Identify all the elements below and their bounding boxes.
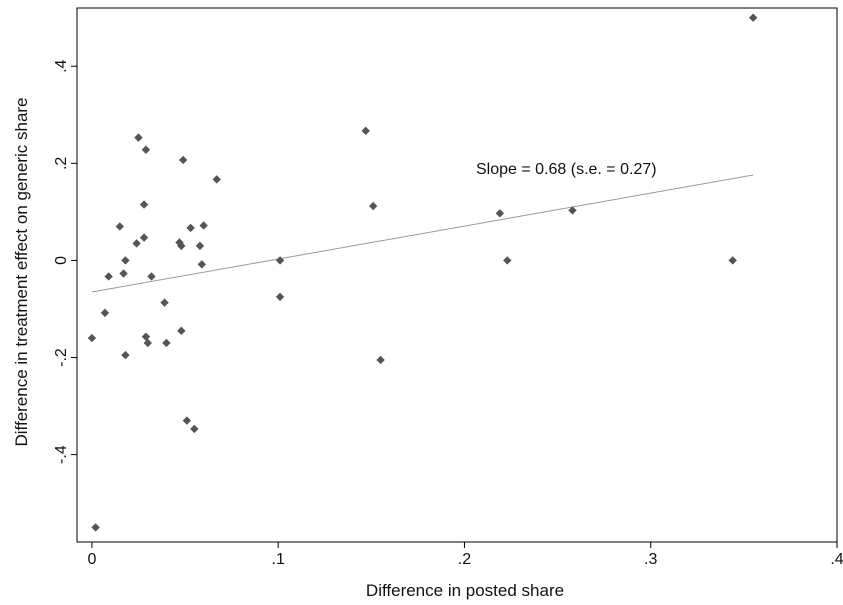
- data-point: [91, 523, 100, 532]
- data-point: [199, 221, 208, 230]
- data-point: [568, 206, 577, 215]
- data-point: [275, 256, 285, 265]
- data-point: [495, 209, 505, 218]
- slope-annotation: Slope = 0.68 (s.e. = 0.27): [476, 161, 657, 178]
- data-point: [115, 222, 125, 231]
- data-point: [376, 355, 385, 365]
- data-point: [121, 350, 130, 360]
- data-point: [139, 233, 149, 242]
- data-point: [197, 260, 207, 269]
- data-point: [361, 126, 370, 136]
- data-point: [175, 238, 184, 247]
- data-point: [728, 256, 737, 265]
- data-point: [121, 256, 130, 265]
- data-point: [139, 200, 149, 209]
- data-point: [162, 338, 171, 348]
- data-point: [132, 239, 141, 248]
- data-point: [177, 241, 186, 251]
- data-point: [195, 241, 205, 251]
- data-point: [119, 269, 128, 278]
- y-tick-label: .4: [53, 59, 70, 72]
- data-point: [87, 333, 97, 343]
- data-point: [143, 338, 152, 348]
- y-axis-title: Difference in treatment effect on generi…: [12, 97, 31, 446]
- x-tick-label: 0: [87, 551, 96, 568]
- x-tick-label: .2: [458, 551, 471, 568]
- x-tick-label: .4: [830, 551, 843, 568]
- data-point: [141, 145, 151, 154]
- y-tick-label: -.4: [53, 445, 70, 464]
- data-point: [178, 155, 188, 165]
- x-tick-label: .1: [272, 551, 285, 568]
- data-point: [160, 298, 169, 307]
- data-point: [186, 223, 195, 233]
- fit-line: [91, 174, 754, 293]
- x-axis-title: Difference in posted share: [366, 581, 564, 600]
- data-point: [104, 272, 113, 281]
- data-point: [748, 13, 758, 22]
- data-points: [87, 13, 758, 532]
- y-tick-label: 0: [53, 256, 70, 265]
- data-point: [147, 272, 156, 281]
- plot-frame: [76, 7, 838, 543]
- y-axis-ticks: -.4 -.2 0 .2 .4: [53, 59, 77, 464]
- data-point: [141, 332, 151, 341]
- data-point: [182, 416, 192, 425]
- y-tick-label: -.2: [53, 348, 70, 367]
- data-point: [100, 308, 110, 318]
- data-point: [275, 292, 285, 302]
- data-point: [212, 175, 221, 184]
- x-axis-ticks: 0 .1 .2 .3 .4: [87, 542, 843, 568]
- data-point: [503, 256, 512, 265]
- x-tick-label: .3: [644, 551, 657, 568]
- data-point: [134, 133, 143, 142]
- y-tick-label: .2: [53, 157, 70, 170]
- data-point: [177, 326, 186, 336]
- data-point: [190, 424, 199, 434]
- data-point: [368, 201, 378, 211]
